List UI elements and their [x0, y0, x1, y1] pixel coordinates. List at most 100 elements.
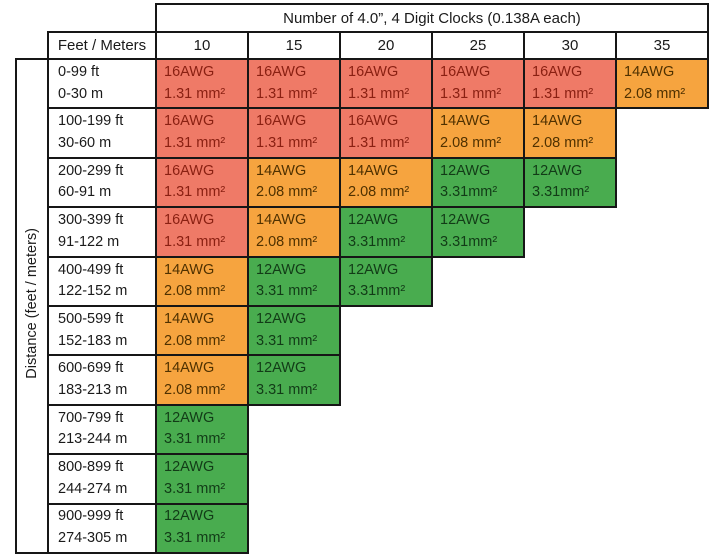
awg-value: 12AWG: [440, 162, 491, 179]
wire-spec-cell: 14AWG 2.08 mm²: [247, 206, 341, 258]
clock-count-header-25: 25: [431, 31, 525, 60]
mm2-value: 1.31 mm²: [256, 135, 318, 152]
mm2-value: 3.31 mm²: [164, 530, 226, 547]
distance-meters: 0-30 m: [58, 85, 104, 102]
distance-meters: 91-122 m: [58, 233, 120, 250]
empty-cell: [524, 405, 616, 454]
empty-cell: [340, 355, 432, 404]
awg-value: 12AWG: [164, 508, 215, 525]
empty-cell: [340, 454, 432, 503]
awg-value: 12AWG: [164, 459, 215, 476]
wire-spec-cell: 12AWG 3.31mm²: [431, 156, 525, 209]
wire-spec-cell: 16AWG 1.31 mm²: [155, 107, 249, 159]
distance-feet: 0-99 ft: [58, 63, 100, 80]
distance-range-cell: 600-699 ft 183-213 m: [47, 354, 157, 406]
wire-spec-cell: 14AWG 2.08 mm²: [339, 156, 433, 209]
distance-feet: 300-399 ft: [58, 212, 124, 229]
wire-spec-cell: 14AWG 2.08 mm²: [155, 255, 249, 307]
empty-cell: [248, 504, 340, 553]
empty-cell: [616, 207, 708, 256]
distance-feet: 100-199 ft: [58, 113, 124, 130]
empty-cell: [524, 306, 616, 355]
awg-value: 12AWG: [348, 261, 399, 278]
wire-spec-cell: 14AWG 2.08 mm²: [523, 107, 617, 159]
awg-value: 14AWG: [164, 261, 215, 278]
mm2-value: 2.08 mm²: [440, 135, 502, 152]
wire-spec-cell: 12AWG 3.31mm²: [339, 206, 433, 258]
empty-cell: [524, 257, 616, 306]
awg-value: 16AWG: [532, 63, 583, 80]
wire-spec-cell: 16AWG 1.31 mm²: [339, 57, 433, 110]
awg-value: 14AWG: [164, 360, 215, 377]
mm2-value: 3.31 mm²: [256, 382, 318, 399]
empty-cell: [432, 405, 524, 454]
distance-meters: 183-213 m: [58, 382, 128, 399]
wire-spec-cell: 16AWG 1.31 mm²: [155, 57, 249, 110]
empty-cell: [616, 355, 708, 404]
mm2-value: 2.08 mm²: [256, 184, 318, 201]
mm2-value: 1.31 mm²: [348, 135, 410, 152]
feet-meters-header: Feet / Meters: [47, 31, 157, 60]
mm2-value: 1.31 mm²: [164, 233, 226, 250]
distance-feet: 500-599 ft: [58, 310, 124, 327]
mm2-value: 3.31 mm²: [256, 332, 318, 349]
mm2-value: 2.08 mm²: [348, 184, 410, 201]
distance-range-cell: 100-199 ft 30-60 m: [47, 107, 157, 159]
wire-spec-cell: 16AWG 1.31 mm²: [431, 57, 525, 110]
distance-meters: 244-274 m: [58, 480, 128, 497]
mm2-value: 3.31mm²: [348, 233, 406, 250]
mm2-value: 1.31 mm²: [256, 85, 318, 102]
empty-cell: [616, 454, 708, 503]
mm2-value: 3.31mm²: [532, 184, 590, 201]
wire-spec-cell: 12AWG 3.31mm²: [523, 156, 617, 209]
empty-cell: [432, 454, 524, 503]
wire-spec-cell: 12AWG 3.31 mm²: [247, 304, 341, 357]
mm2-value: 3.31mm²: [440, 233, 498, 250]
empty-cell: [16, 32, 48, 59]
awg-value: 16AWG: [164, 162, 215, 179]
wire-spec-cell: 12AWG 3.31 mm²: [155, 403, 249, 456]
distance-range-cell: 0-99 ft 0-30 m: [47, 57, 157, 110]
distance-meters: 274-305 m: [58, 530, 128, 547]
wire-spec-cell: 16AWG 1.31 mm²: [155, 156, 249, 209]
table-title: Number of 4.0”, 4 Digit Clocks (0.138A e…: [155, 3, 709, 33]
distance-axis-cell: Distance (feet / meters): [15, 58, 49, 554]
distance-feet: 600-699 ft: [58, 360, 124, 377]
distance-axis-label: Distance (feet / meters): [24, 228, 40, 379]
distance-range-cell: 300-399 ft 91-122 m: [47, 206, 157, 258]
empty-cell: [616, 405, 708, 454]
awg-value: 14AWG: [256, 212, 307, 229]
distance-range-cell: 900-999 ft 274-305 m: [47, 502, 157, 554]
empty-cell: [432, 355, 524, 404]
empty-cell: [248, 454, 340, 503]
mm2-value: 2.08 mm²: [164, 283, 226, 300]
empty-cell: [524, 355, 616, 404]
mm2-value: 1.31 mm²: [164, 184, 226, 201]
distance-feet: 800-899 ft: [58, 459, 124, 476]
empty-cell: [616, 504, 708, 553]
mm2-value: 2.08 mm²: [624, 85, 686, 102]
wire-spec-cell: 12AWG 3.31 mm²: [155, 502, 249, 554]
mm2-value: 2.08 mm²: [256, 233, 318, 250]
distance-meters: 122-152 m: [58, 283, 128, 300]
awg-value: 12AWG: [256, 261, 307, 278]
mm2-value: 2.08 mm²: [164, 332, 226, 349]
awg-value: 12AWG: [256, 360, 307, 377]
mm2-value: 3.31 mm²: [164, 431, 226, 448]
mm2-value: 3.31mm²: [440, 184, 498, 201]
distance-feet: 200-299 ft: [58, 162, 124, 179]
awg-value: 16AWG: [256, 113, 307, 130]
wire-spec-cell: 16AWG 1.31 mm²: [339, 107, 433, 159]
clock-count-header-30: 30: [523, 31, 617, 60]
mm2-value: 1.31 mm²: [440, 85, 502, 102]
empty-cell: [616, 257, 708, 306]
awg-value: 16AWG: [164, 212, 215, 229]
clock-count-header-20: 20: [339, 31, 433, 60]
empty-cell: [432, 504, 524, 553]
empty-cell: [16, 4, 156, 32]
wire-spec-cell: 12AWG 3.31 mm²: [247, 255, 341, 307]
awg-value: 14AWG: [624, 63, 675, 80]
awg-value: 16AWG: [348, 113, 399, 130]
mm2-value: 1.31 mm²: [532, 85, 594, 102]
mm2-value: 1.31 mm²: [164, 85, 226, 102]
